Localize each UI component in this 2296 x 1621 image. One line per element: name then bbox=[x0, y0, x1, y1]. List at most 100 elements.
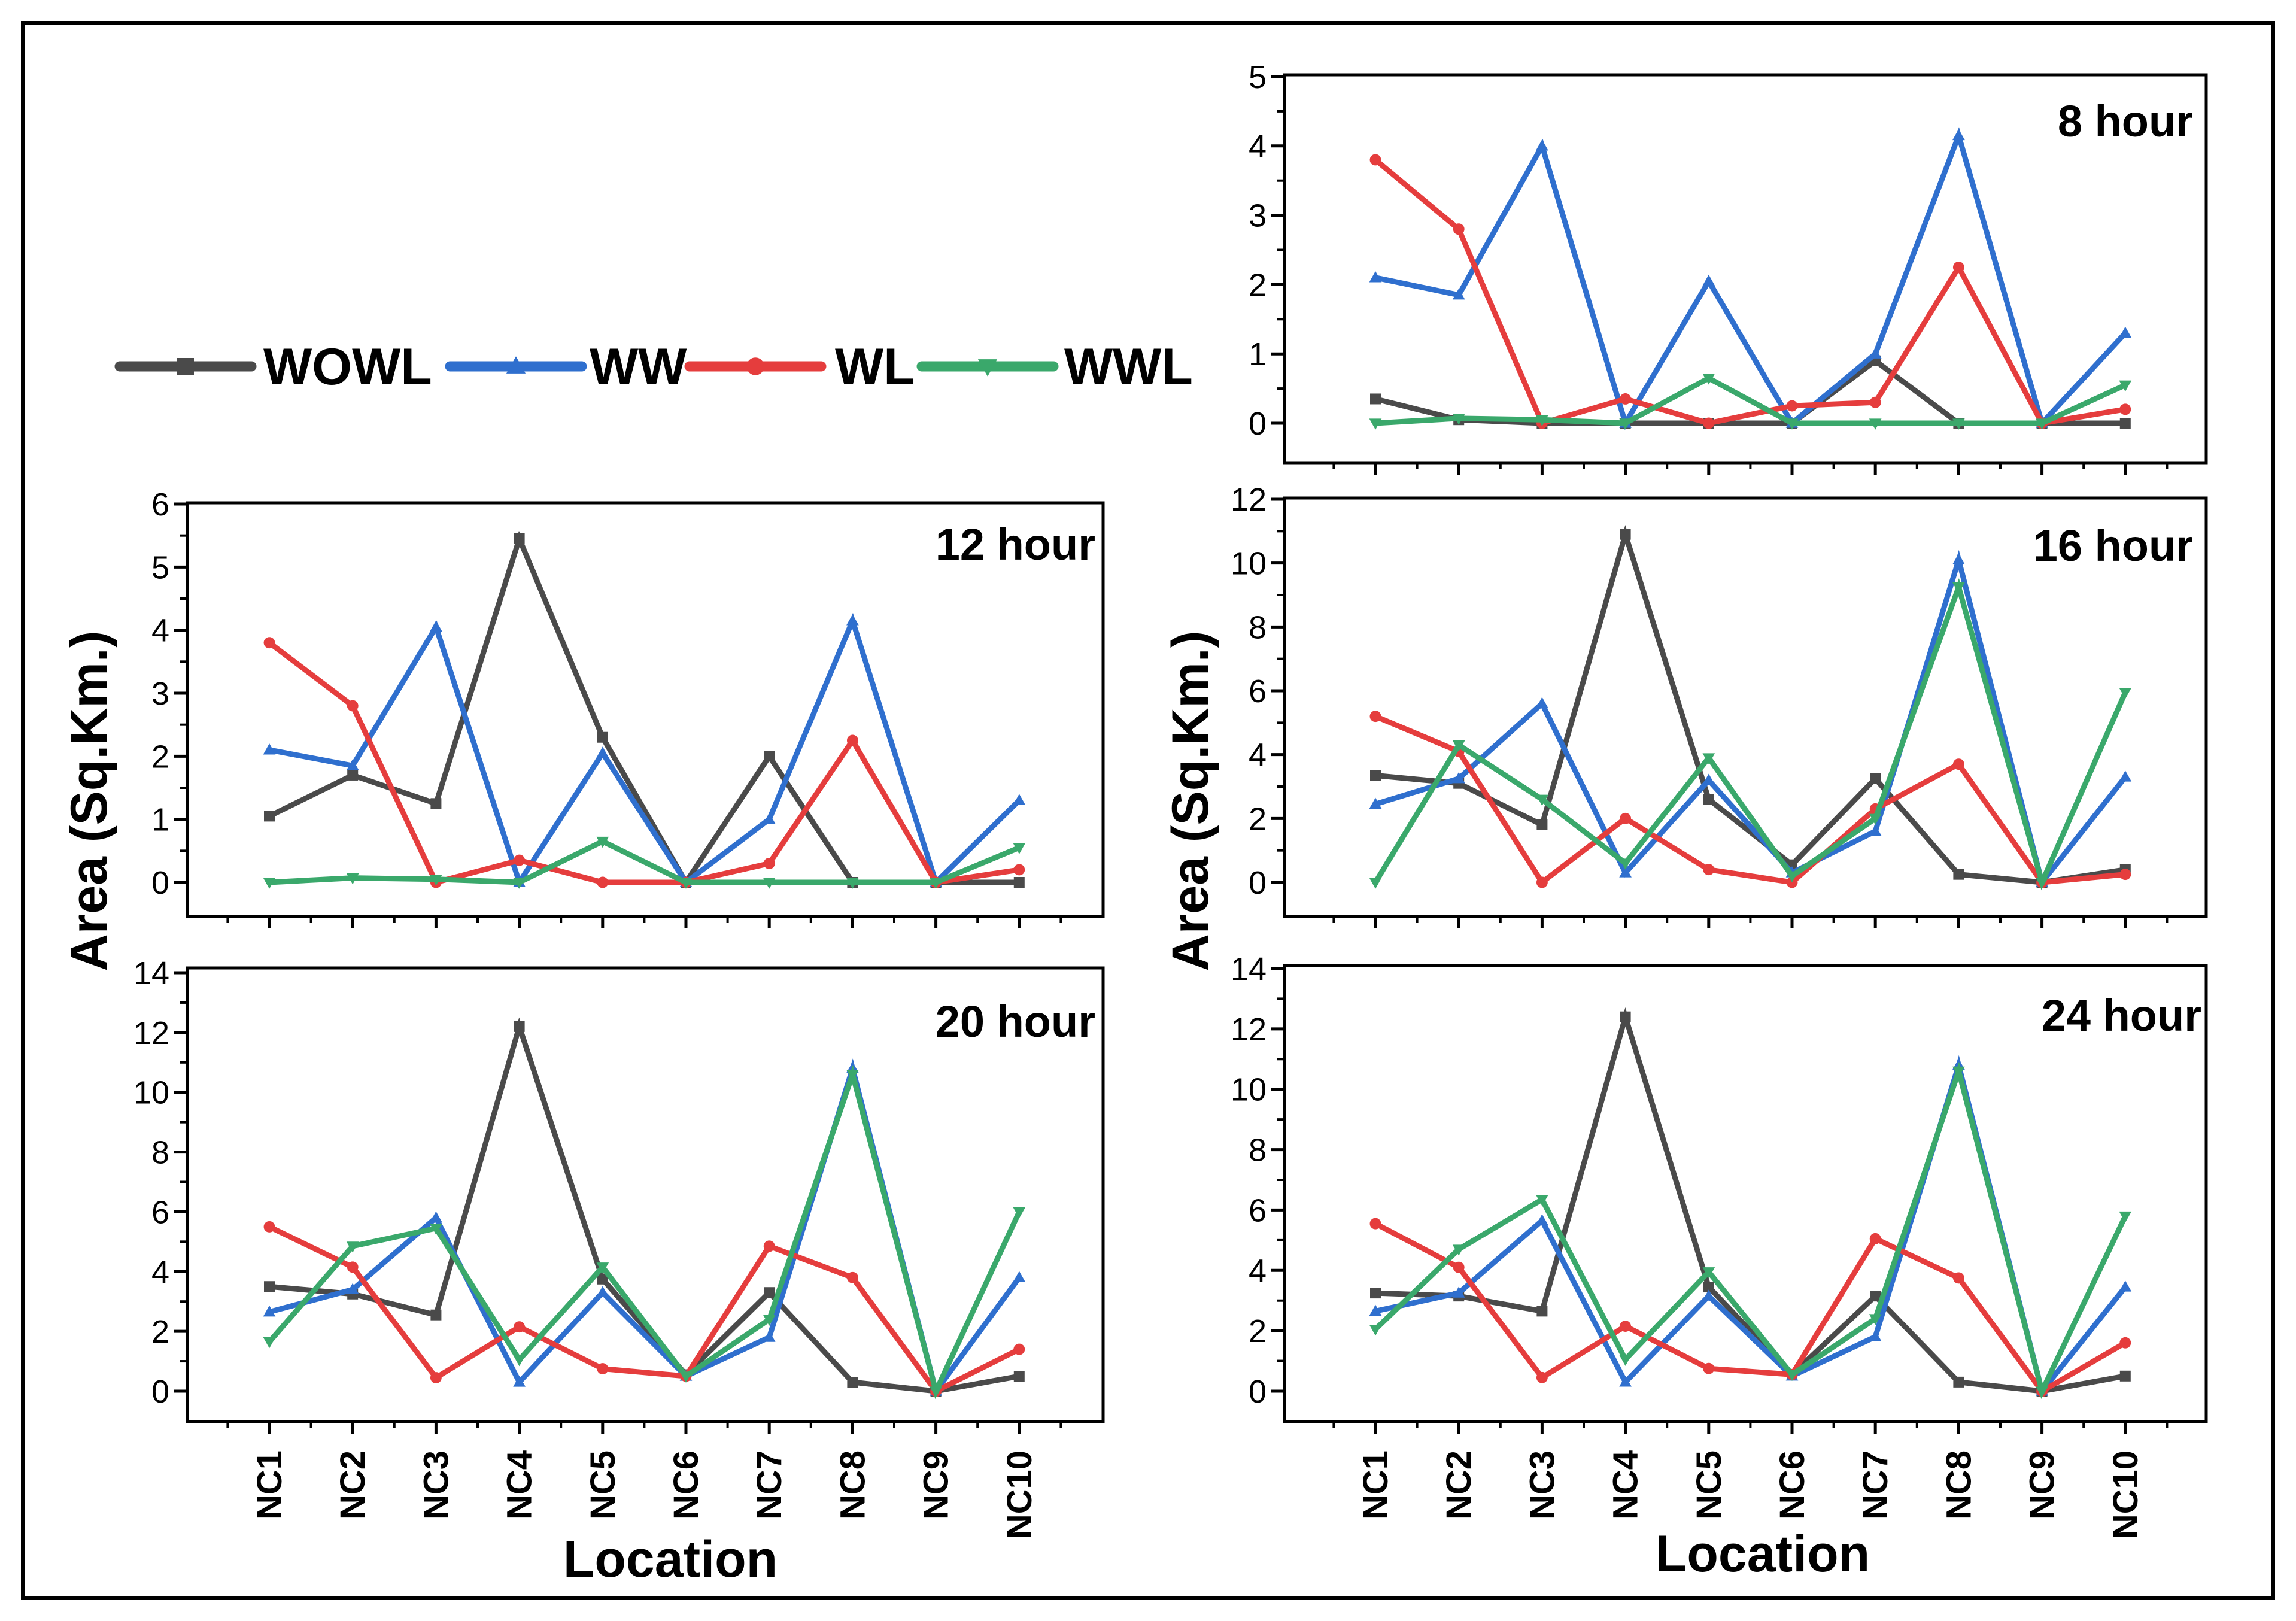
y-axis-title-right: Area (Sq.Km.) bbox=[1162, 631, 1219, 972]
data-point-wl-16-hour bbox=[2119, 869, 2131, 881]
data-point-ww-12-hour bbox=[763, 812, 776, 824]
data-point-wl-20-hour bbox=[597, 1363, 609, 1375]
data-point-wwl-16-hour bbox=[1369, 878, 1382, 889]
data-point-wwl-12-hour bbox=[930, 878, 942, 889]
data-point-wwl-24-hour bbox=[1785, 1370, 1799, 1382]
data-point-wowl-24-hour bbox=[1620, 1011, 1631, 1022]
y-tick-label-16-hour: 8 bbox=[1249, 609, 1267, 645]
data-point-wwl-12-hour bbox=[346, 873, 359, 885]
data-point-ww-12-hour bbox=[430, 620, 442, 632]
y-tick-label-16-hour: 6 bbox=[1249, 673, 1267, 709]
x-tick-label-20-hour: NC1 bbox=[250, 1450, 289, 1520]
y-axis-title-left: Area (Sq.Km.) bbox=[60, 631, 118, 972]
data-point-ww-20-hour bbox=[1013, 1271, 1026, 1282]
data-point-ww-16-hour bbox=[1452, 772, 1465, 784]
data-point-ww-24-hour bbox=[1619, 1376, 1632, 1387]
data-point-wowl-16-hour bbox=[1370, 770, 1381, 781]
data-point-wwl-20-hour bbox=[679, 1371, 693, 1383]
x-tick-label-20-hour: NC4 bbox=[500, 1450, 539, 1520]
data-point-ww-24-hour bbox=[2119, 1280, 2132, 1292]
data-point-wl-8-hour bbox=[1369, 154, 1381, 166]
data-point-wowl-8-hour bbox=[1370, 393, 1381, 405]
data-point-ww-8-hour bbox=[1952, 129, 1965, 141]
data-point-wowl-20-hour bbox=[1013, 1371, 1025, 1382]
panel-8-hour: 0 1 2 3 4 5 8 hour bbox=[1249, 59, 2208, 475]
data-point-wowl-24-hour bbox=[1370, 1288, 1381, 1299]
data-point-wwl-24-hour bbox=[1452, 1244, 1465, 1256]
data-point-wowl-24-hour bbox=[1953, 1376, 1964, 1388]
y-tick-label-12-hour: 2 bbox=[151, 739, 169, 775]
data-point-wwl-20-hour bbox=[846, 1070, 859, 1081]
data-point-ww-16-hour bbox=[1536, 697, 1548, 708]
y-tick-label-12-hour: 5 bbox=[151, 550, 169, 585]
data-point-wwl-12-hour bbox=[596, 836, 609, 848]
x-axis-title-left: Location bbox=[563, 1531, 778, 1588]
panel-16-hour: 0 2 4 6 8 10 12 16 hour bbox=[1231, 482, 2208, 928]
data-point-wl-24-hour bbox=[1952, 1272, 1964, 1284]
x-tick-label-20-hour: NC8 bbox=[833, 1450, 872, 1520]
data-point-wl-12-hour bbox=[597, 876, 609, 888]
x-tick-label-24-hour: NC3 bbox=[1523, 1450, 1562, 1520]
data-point-wwl-16-hour bbox=[1619, 858, 1632, 870]
data-point-wwl-20-hour bbox=[346, 1241, 359, 1253]
legend-label-ww: WW bbox=[590, 338, 687, 396]
data-point-wl-8-hour bbox=[1786, 400, 1798, 412]
y-tick-label-24-hour: 14 bbox=[1231, 951, 1267, 987]
data-point-ww-16-hour bbox=[1619, 866, 1632, 878]
data-point-wowl-20-hour bbox=[264, 1281, 275, 1292]
series-line-wl-8-hour bbox=[1374, 157, 2126, 427]
data-point-wwl-8-hour bbox=[1536, 415, 1548, 427]
data-point-wl-24-hour bbox=[1620, 1321, 1632, 1332]
y-tick-label-24-hour: 6 bbox=[1249, 1192, 1267, 1228]
x-tick-label-20-hour: NC7 bbox=[750, 1450, 789, 1520]
panel-title-16-hour: 16 hour bbox=[2033, 521, 2193, 570]
series-line-wwl-20-hour bbox=[267, 1065, 1022, 1400]
y-tick-label-24-hour: 8 bbox=[1249, 1133, 1267, 1168]
data-point-wwl-16-hour bbox=[1452, 740, 1465, 752]
data-point-wwl-24-hour bbox=[1869, 1314, 1882, 1325]
series-line-wowl-16-hour bbox=[1375, 525, 2126, 885]
y-tick-label-24-hour: 0 bbox=[1249, 1374, 1267, 1410]
data-point-wwl-12-hour bbox=[763, 878, 776, 889]
x-tick-label-24-hour: NC8 bbox=[1939, 1450, 1978, 1520]
data-point-wowl-16-hour bbox=[1703, 794, 1714, 805]
y-tick-label-24-hour: 4 bbox=[1249, 1253, 1267, 1289]
data-point-wwl-24-hour bbox=[1952, 1066, 1965, 1078]
series-line-ww-8-hour bbox=[1375, 127, 2128, 430]
data-point-wowl-24-hour bbox=[1870, 1291, 1881, 1302]
x-tick-label-24-hour: NC9 bbox=[2023, 1450, 2062, 1520]
y-tick-label-16-hour: 0 bbox=[1249, 865, 1267, 901]
y-tick-label-20-hour: 2 bbox=[151, 1314, 169, 1350]
data-point-ww-16-hour bbox=[1702, 773, 1715, 785]
x-tick-label-24-hour: NC10 bbox=[2106, 1450, 2145, 1539]
data-point-wwl-24-hour bbox=[1536, 1195, 1548, 1206]
data-point-wl-12-hour bbox=[514, 854, 526, 866]
x-tick-label-20-hour: NC6 bbox=[667, 1450, 706, 1520]
data-point-wowl-12-hour bbox=[430, 798, 442, 809]
data-point-wowl-20-hour bbox=[847, 1377, 858, 1388]
y-tick-label-12-hour: 0 bbox=[151, 865, 169, 901]
data-point-ww-20-hour bbox=[263, 1305, 276, 1317]
data-point-wowl-12-hour bbox=[514, 533, 525, 544]
series-line-wowl-20-hour bbox=[269, 1017, 1020, 1394]
data-point-wowl-16-hour bbox=[1536, 819, 1548, 830]
data-point-wl-16-hour bbox=[1952, 758, 1964, 770]
data-point-wowl-24-hour bbox=[2119, 1370, 2131, 1382]
data-point-wwl-20-hour bbox=[513, 1355, 526, 1367]
data-point-ww-12-hour bbox=[846, 614, 859, 626]
data-point-wl-24-hour bbox=[2119, 1337, 2131, 1349]
y-tick-label-20-hour: 10 bbox=[133, 1075, 169, 1111]
x-axis-title-right: Location bbox=[1656, 1525, 1870, 1583]
legend-marker-wowl bbox=[177, 358, 194, 375]
data-point-wwl-12-hour bbox=[846, 878, 859, 889]
x-tick-label-20-hour: NC2 bbox=[333, 1450, 372, 1520]
data-point-ww-16-hour bbox=[1369, 797, 1382, 809]
series-line-wwl-16-hour bbox=[1373, 578, 2128, 891]
data-point-ww-20-hour bbox=[763, 1331, 776, 1342]
data-point-wowl-12-hour bbox=[764, 751, 775, 762]
data-point-ww-16-hour bbox=[1952, 553, 1965, 564]
data-point-wowl-24-hour bbox=[1536, 1306, 1548, 1317]
data-point-ww-8-hour bbox=[2119, 326, 2132, 338]
y-tick-label-20-hour: 14 bbox=[133, 955, 169, 991]
data-point-ww-24-hour bbox=[1452, 1286, 1465, 1298]
